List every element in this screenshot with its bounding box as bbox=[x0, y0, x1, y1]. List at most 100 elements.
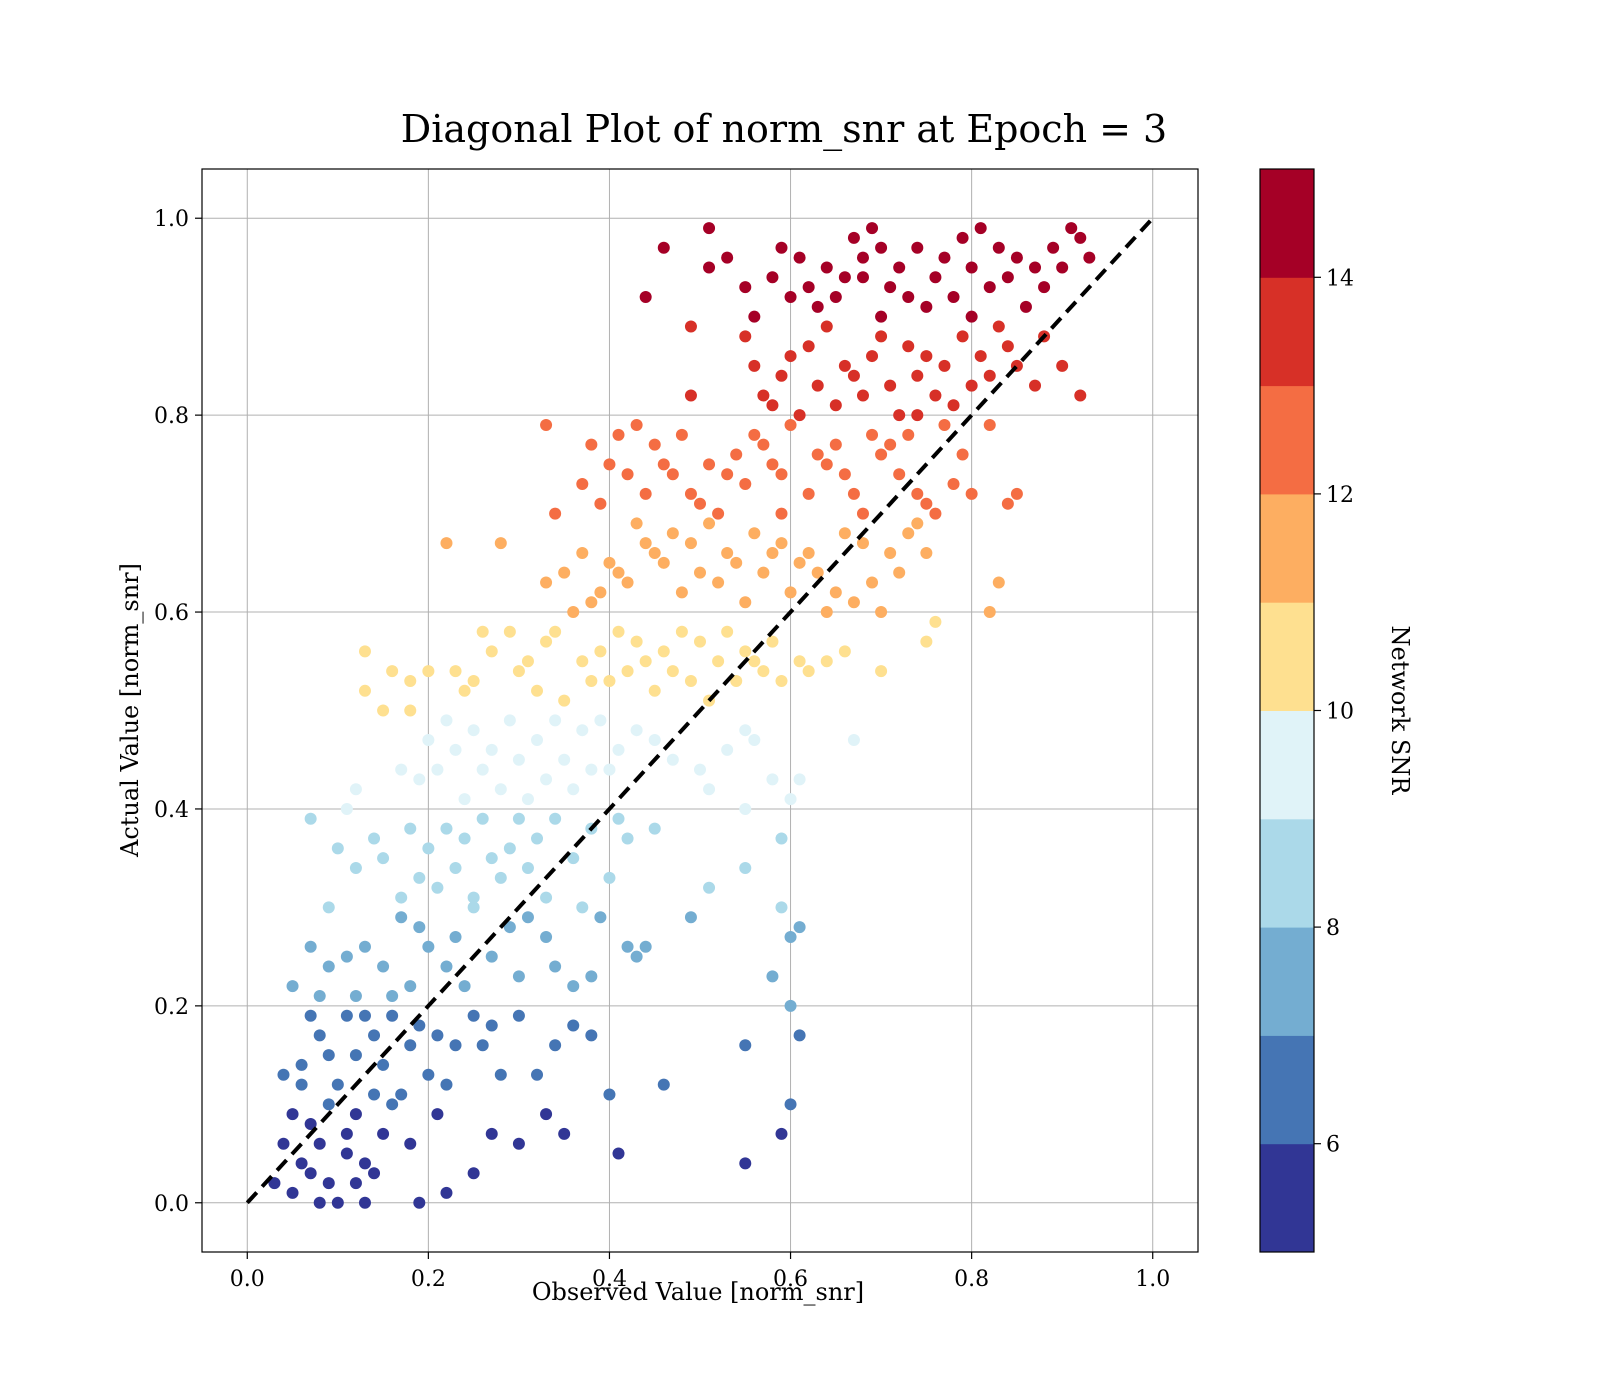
data-point-396 bbox=[1047, 241, 1060, 254]
data-point-11 bbox=[377, 1127, 390, 1140]
data-point-223 bbox=[920, 635, 933, 648]
data-point-6 bbox=[331, 1196, 344, 1209]
data-point-238 bbox=[639, 537, 652, 550]
data-point-195 bbox=[576, 655, 589, 668]
data-point-335 bbox=[856, 389, 869, 402]
data-point-104 bbox=[349, 862, 362, 875]
data-point-221 bbox=[838, 645, 851, 658]
data-point-100 bbox=[313, 990, 326, 1003]
data-point-154 bbox=[521, 793, 534, 806]
data-point-180 bbox=[386, 665, 399, 678]
data-point-80 bbox=[440, 960, 453, 973]
data-point-345 bbox=[947, 399, 960, 412]
data-point-228 bbox=[540, 576, 553, 589]
data-point-166 bbox=[648, 734, 661, 747]
data-point-150 bbox=[485, 743, 498, 756]
colorbar-ticks: 6 8 10 12 14 bbox=[1314, 266, 1354, 1158]
data-point-136 bbox=[775, 901, 788, 914]
data-point-48 bbox=[431, 1029, 444, 1042]
data-point-361 bbox=[703, 261, 716, 274]
data-point-91 bbox=[585, 970, 598, 983]
data-point-252 bbox=[766, 546, 779, 559]
x-axis-label: Observed Value [norm_snr] bbox=[532, 1278, 864, 1306]
data-point-147 bbox=[458, 793, 471, 806]
data-point-260 bbox=[838, 527, 851, 540]
data-point-138 bbox=[349, 783, 362, 796]
data-point-236 bbox=[621, 576, 634, 589]
data-point-57 bbox=[567, 1019, 580, 1032]
data-point-90 bbox=[567, 980, 580, 993]
data-point-114 bbox=[458, 832, 471, 845]
data-point-304 bbox=[856, 507, 869, 520]
data-point-146 bbox=[449, 743, 462, 756]
data-point-353 bbox=[1029, 379, 1042, 392]
data-point-207 bbox=[684, 674, 697, 687]
data-point-173 bbox=[766, 773, 779, 786]
data-point-280 bbox=[630, 418, 643, 431]
data-point-278 bbox=[612, 428, 625, 441]
data-point-27 bbox=[612, 1147, 625, 1160]
data-point-184 bbox=[458, 684, 471, 697]
data-point-201 bbox=[630, 635, 643, 648]
data-point-26 bbox=[558, 1127, 571, 1140]
data-point-241 bbox=[666, 527, 679, 540]
data-point-19 bbox=[413, 1196, 426, 1209]
data-point-7 bbox=[340, 1147, 353, 1160]
data-point-198 bbox=[603, 674, 616, 687]
data-point-21 bbox=[440, 1186, 453, 1199]
data-point-239 bbox=[648, 546, 661, 559]
data-point-59 bbox=[603, 1088, 616, 1101]
y-axis-ticks: 0.0 0.2 0.4 0.6 0.8 1.0 bbox=[154, 207, 202, 1217]
data-point-196 bbox=[585, 674, 598, 687]
data-point-145 bbox=[440, 714, 453, 727]
data-point-141 bbox=[404, 704, 417, 717]
data-point-290 bbox=[721, 468, 734, 481]
data-point-43 bbox=[377, 1058, 390, 1071]
data-point-14 bbox=[322, 1098, 335, 1111]
data-point-398 bbox=[1065, 222, 1078, 235]
data-point-270 bbox=[992, 576, 1005, 589]
data-point-40 bbox=[349, 1049, 362, 1062]
data-point-2 bbox=[295, 1157, 308, 1170]
data-point-117 bbox=[485, 852, 498, 865]
data-point-310 bbox=[911, 487, 924, 500]
data-point-312 bbox=[929, 507, 942, 520]
data-point-167 bbox=[666, 753, 679, 766]
data-point-366 bbox=[775, 241, 788, 254]
data-point-189 bbox=[512, 665, 525, 678]
data-point-247 bbox=[721, 546, 734, 559]
data-point-389 bbox=[983, 281, 996, 294]
data-point-385 bbox=[947, 290, 960, 303]
data-point-214 bbox=[748, 655, 761, 668]
data-point-110 bbox=[422, 842, 435, 855]
data-point-226 bbox=[440, 537, 453, 550]
data-point-129 bbox=[612, 812, 625, 825]
data-point-306 bbox=[875, 448, 888, 461]
data-point-374 bbox=[847, 231, 860, 244]
data-point-219 bbox=[802, 665, 815, 678]
colorbar-segment-3 bbox=[1260, 818, 1314, 928]
data-point-8 bbox=[349, 1108, 362, 1121]
data-point-300 bbox=[820, 458, 833, 471]
data-point-334 bbox=[847, 369, 860, 382]
data-point-298 bbox=[802, 487, 815, 500]
data-point-106 bbox=[377, 852, 390, 865]
data-point-262 bbox=[856, 537, 869, 550]
x-tick-label-0: 0.0 bbox=[230, 1267, 265, 1292]
data-point-17 bbox=[386, 1098, 399, 1111]
data-point-12 bbox=[286, 1108, 299, 1121]
data-point-203 bbox=[648, 684, 661, 697]
data-point-268 bbox=[911, 517, 924, 530]
data-point-72 bbox=[340, 950, 353, 963]
data-point-253 bbox=[775, 537, 788, 550]
data-point-69 bbox=[286, 980, 299, 993]
data-point-92 bbox=[594, 911, 607, 924]
data-point-112 bbox=[440, 822, 453, 835]
data-point-267 bbox=[902, 527, 915, 540]
data-point-265 bbox=[884, 546, 897, 559]
data-point-30 bbox=[784, 1098, 797, 1111]
data-point-402 bbox=[875, 310, 888, 323]
data-point-259 bbox=[829, 586, 842, 599]
data-point-325 bbox=[766, 399, 779, 412]
data-point-237 bbox=[630, 517, 643, 530]
